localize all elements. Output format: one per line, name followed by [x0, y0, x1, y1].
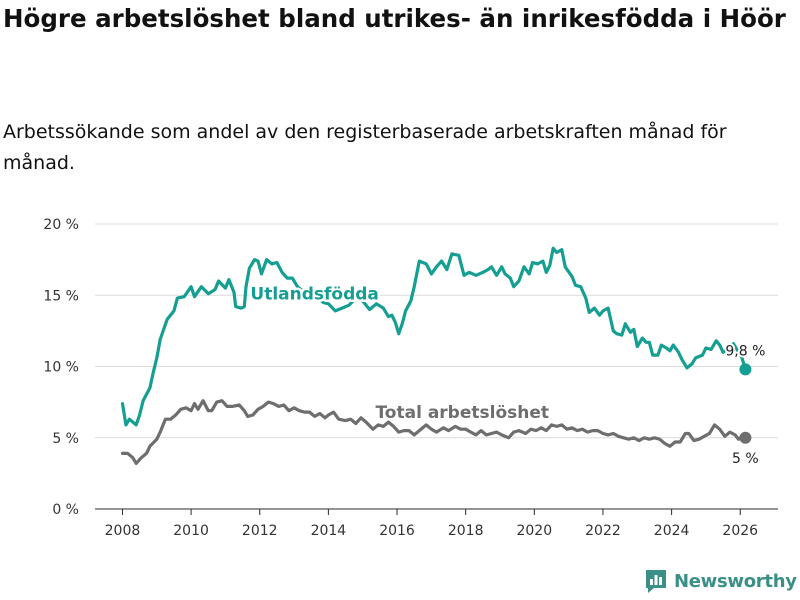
x-tick-label: 2024 — [654, 523, 690, 539]
x-axis: 2008 2010 2012 2014 2016 2018 2020 2022 2024 2026 — [105, 509, 758, 539]
newsworthy-logo[interactable]: Newsworthy — [644, 568, 797, 594]
end-point-total-arbetslöshet — [739, 431, 752, 444]
x-tick-label: 2008 — [105, 523, 141, 539]
series-label-total-arbetslöshet: Total arbetslöshet — [375, 403, 549, 423]
x-tick-label: 2014 — [311, 523, 347, 539]
y-tick-label: 0 % — [52, 502, 79, 518]
series-line-total-arbetslöshet — [120, 399, 747, 465]
end-point-utlandsfödda — [739, 363, 752, 376]
series-line-utlandsfödda — [120, 246, 747, 427]
y-tick-label: 5 % — [52, 431, 79, 447]
chart-subtitle: Arbetssökande som andel av den registerb… — [3, 121, 727, 174]
x-tick-label: 2020 — [516, 523, 552, 539]
chart-title: Högre arbetslöshet bland utrikes- än inr… — [3, 4, 786, 33]
x-tick-label: 2010 — [173, 523, 209, 539]
x-tick-label: 2022 — [585, 523, 621, 539]
brand-name: Newsworthy — [674, 570, 797, 592]
newsworthy-logo-icon — [646, 570, 666, 593]
y-tick-label: 15 % — [43, 288, 79, 304]
x-tick-label: 2018 — [448, 523, 484, 539]
x-tick-label: 2012 — [242, 523, 278, 539]
gridlines — [95, 223, 778, 510]
x-tick-label: 2016 — [379, 523, 415, 539]
series-label-utlandsfödda: Utlandsfödda — [250, 285, 379, 305]
end-value-label-utlandsfödda: 9,8 % — [725, 343, 765, 359]
y-axis: 0 % 5 % 10 % 15 % 20 % — [43, 217, 79, 518]
end-value-label-total-arbetslöshet: 5 % — [732, 451, 759, 467]
series-lines — [120, 246, 752, 465]
y-tick-label: 20 % — [43, 217, 79, 233]
x-tick-label: 2026 — [722, 523, 758, 539]
y-tick-label: 10 % — [43, 360, 79, 376]
series-labels: Utlandsfödda Total arbetslöshet 9,8 % 5 % — [248, 282, 768, 469]
